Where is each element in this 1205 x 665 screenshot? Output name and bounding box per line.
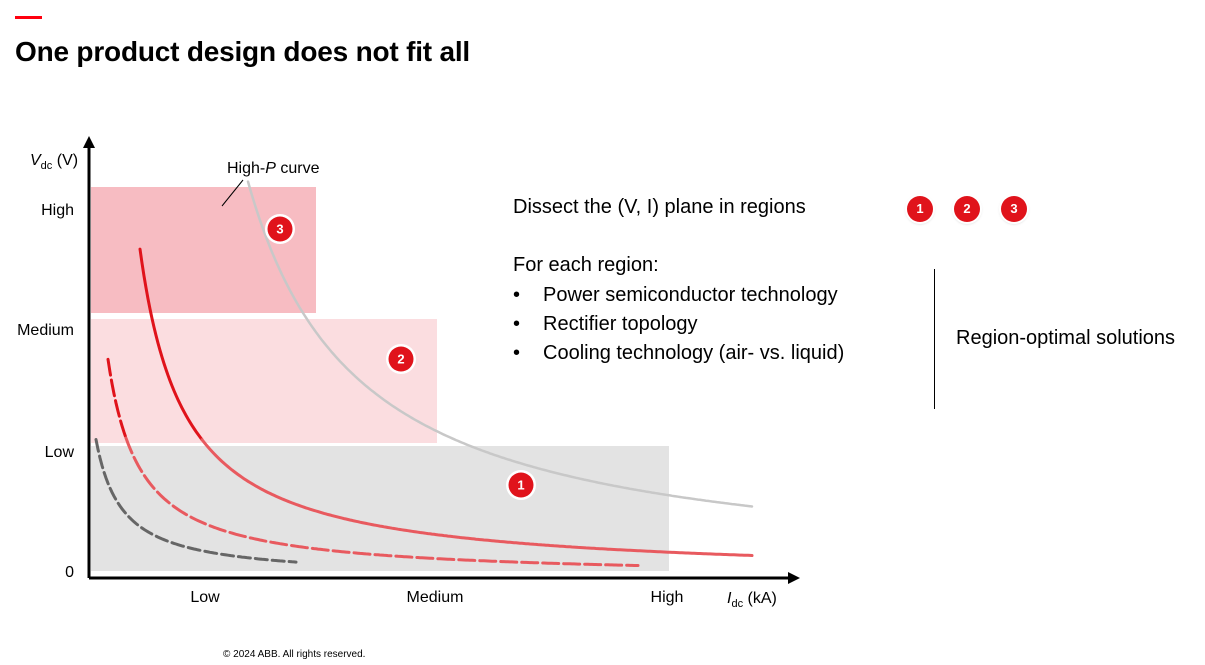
accent-bar <box>15 16 42 19</box>
region-badge-2: 2 <box>954 196 980 222</box>
high-p-curve-label: High-P curve <box>227 160 320 177</box>
x-axis-label: Idc (kA) <box>727 590 777 610</box>
region-badge-1: 1 <box>907 196 933 222</box>
region-badge-label-1: 1 <box>517 478 524 493</box>
region-3 <box>91 187 316 313</box>
y-tick-label: Medium <box>17 322 74 339</box>
copyright: © 2024 ABB. All rights reserved. <box>223 649 366 660</box>
region-badge-label-3: 3 <box>276 222 283 237</box>
x-tick-label: Low <box>190 589 220 606</box>
y-axis-arrow <box>83 136 95 148</box>
y-tick-label: High <box>41 202 74 219</box>
curve-red-solid-lower <box>200 438 754 557</box>
region-1 <box>91 446 669 571</box>
region-badge-dot-3 <box>267 216 293 242</box>
bullet-list: Power semiconductor technology Rectifier… <box>513 281 844 368</box>
regions-heading: Dissect the (V, I) plane in regions <box>513 196 806 218</box>
curve-gray-dashed <box>94 438 298 564</box>
bullet-item: Rectifier topology <box>513 310 844 339</box>
divider-line <box>934 269 935 409</box>
result-label: Region-optimal solutions <box>956 327 1176 349</box>
curve-red-solid-upper <box>138 247 204 442</box>
bullet-item: Power semiconductor technology <box>513 281 844 310</box>
for-each-label: For each region: <box>513 254 659 276</box>
y-axis-label: Vdc (V) <box>30 152 78 172</box>
x-tick-label: High <box>651 589 684 606</box>
region-badge-3: 3 <box>1001 196 1027 222</box>
x-tick-label: Medium <box>407 589 464 606</box>
y-tick-label: 0 <box>65 564 74 581</box>
curve-red-dashed-upper <box>106 357 128 440</box>
high-p-curve <box>246 180 754 508</box>
curve-red-dashed-lower <box>124 436 640 567</box>
region-badge-label-2: 2 <box>397 352 404 367</box>
page-title: One product design does not fit all <box>15 36 471 67</box>
bullet-item: Cooling technology (air- vs. liquid) <box>513 339 844 368</box>
high-p-leader-line <box>221 179 244 207</box>
region-2 <box>91 319 437 443</box>
region-badge-dot-2 <box>388 346 414 372</box>
region-badge-dot-1 <box>508 472 534 498</box>
x-axis-arrow <box>788 572 800 584</box>
y-tick-label: Low <box>45 444 75 461</box>
